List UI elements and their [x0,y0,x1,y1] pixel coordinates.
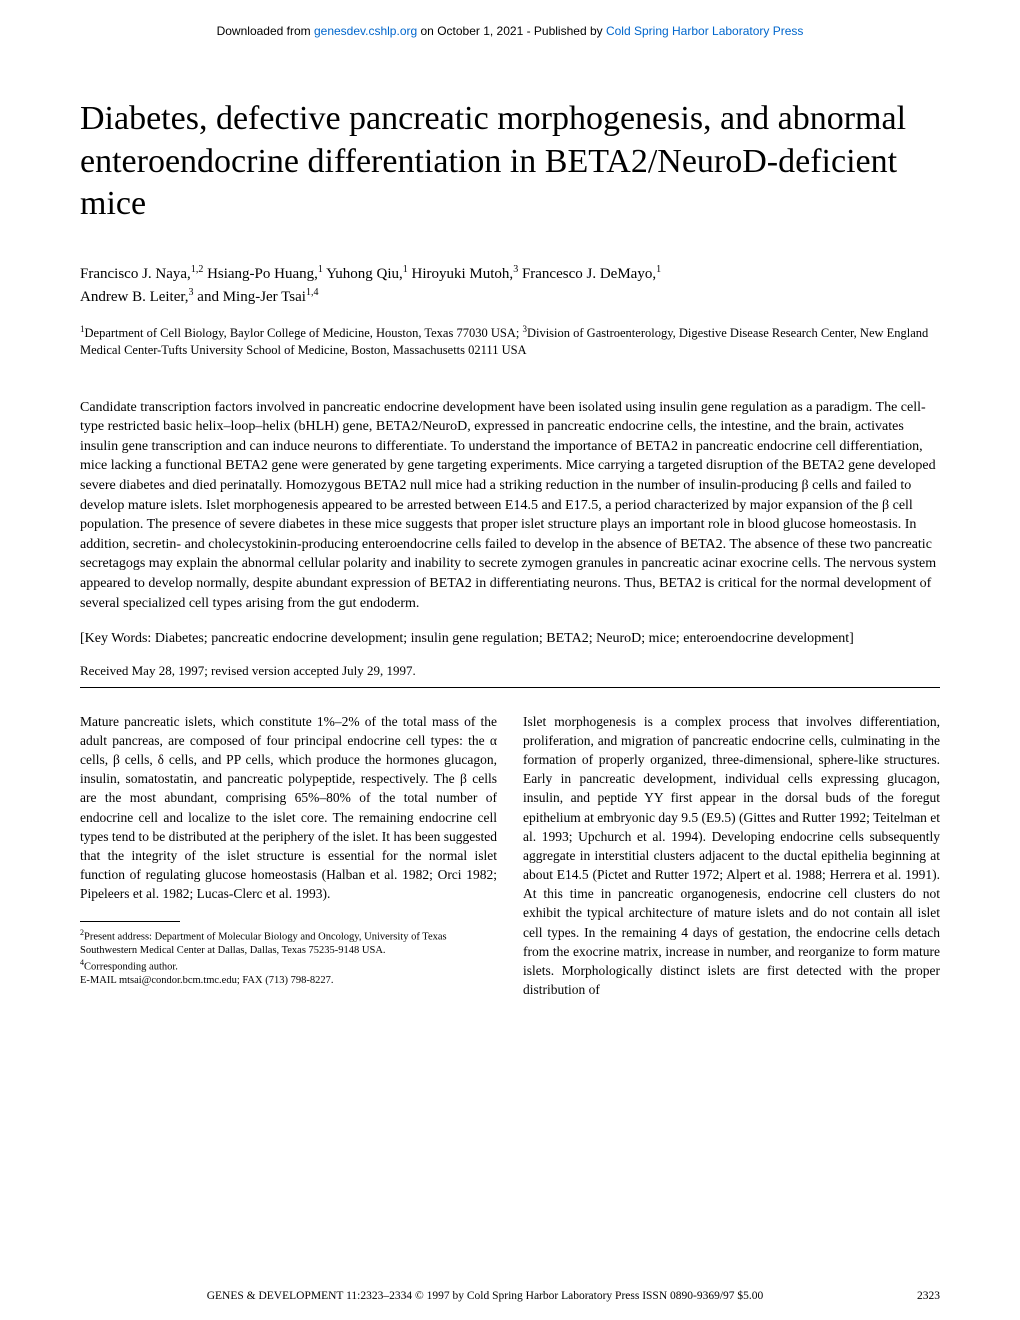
download-banner: Downloaded from genesdev.cshlp.org on Oc… [80,24,940,38]
right-column: Islet morphogenesis is a complex process… [523,712,940,999]
received-line: Received May 28, 1997; revised version a… [80,663,940,679]
banner-link-publisher[interactable]: Cold Spring Harbor Laboratory Press [606,24,803,38]
footnotes-block: 2Present address: Department of Molecula… [80,928,497,988]
footer-page-number: 2323 [890,1290,940,1302]
footer-journal-info: GENES & DEVELOPMENT 11:2323–2334 © 1997 … [80,1290,890,1302]
footnote-email: E-MAIL mtsai@condor.bcm.tmc.edu; FAX (71… [80,975,333,986]
left-column: Mature pancreatic islets, which constitu… [80,712,497,999]
author-2-aff: 1 [318,264,323,275]
body-columns: Mature pancreatic islets, which constitu… [80,712,940,999]
section-divider [80,687,940,688]
author-6: Andrew B. Leiter, [80,289,189,305]
author-5-aff: 1 [656,264,661,275]
affiliations-block: 1Department of Cell Biology, Baylor Coll… [80,323,940,360]
author-4: Hiroyuki Mutoh, [412,266,514,282]
author-6-aff: 3 [189,287,194,298]
keywords-line: [Key Words: Diabetes; pancreatic endocri… [80,629,940,649]
banner-link-source[interactable]: genesdev.cshlp.org [314,24,417,38]
author-7: and Ming-Jer Tsai [197,289,306,305]
author-4-aff: 3 [513,264,518,275]
author-1: Francisco J. Naya, [80,266,191,282]
banner-mid: on October 1, 2021 - Published by [417,24,606,38]
left-column-para: Mature pancreatic islets, which constitu… [80,712,497,904]
authors-block: Francisco J. Naya,1,2 Hsiang-Po Huang,1 … [80,262,940,309]
footnote-rule [80,921,180,922]
abstract-text: Candidate transcription factors involved… [80,398,940,614]
author-2: Hsiang-Po Huang, [207,266,318,282]
page-footer: GENES & DEVELOPMENT 11:2323–2334 © 1997 … [80,1290,940,1302]
author-1-aff: 1,2 [191,264,204,275]
footnote-4-text: Corresponding author. [84,962,178,973]
author-7-aff: 1,4 [306,287,319,298]
author-5: Francesco J. DeMayo, [522,266,656,282]
footnote-2-text: Present address: Department of Molecular… [80,932,447,957]
author-3-aff: 1 [403,264,408,275]
banner-prefix: Downloaded from [217,24,314,38]
affiliation-1: Department of Cell Biology, Baylor Colle… [85,326,523,340]
right-column-para: Islet morphogenesis is a complex process… [523,712,940,999]
author-3: Yuhong Qiu, [326,266,403,282]
article-title: Diabetes, defective pancreatic morphogen… [80,98,940,226]
